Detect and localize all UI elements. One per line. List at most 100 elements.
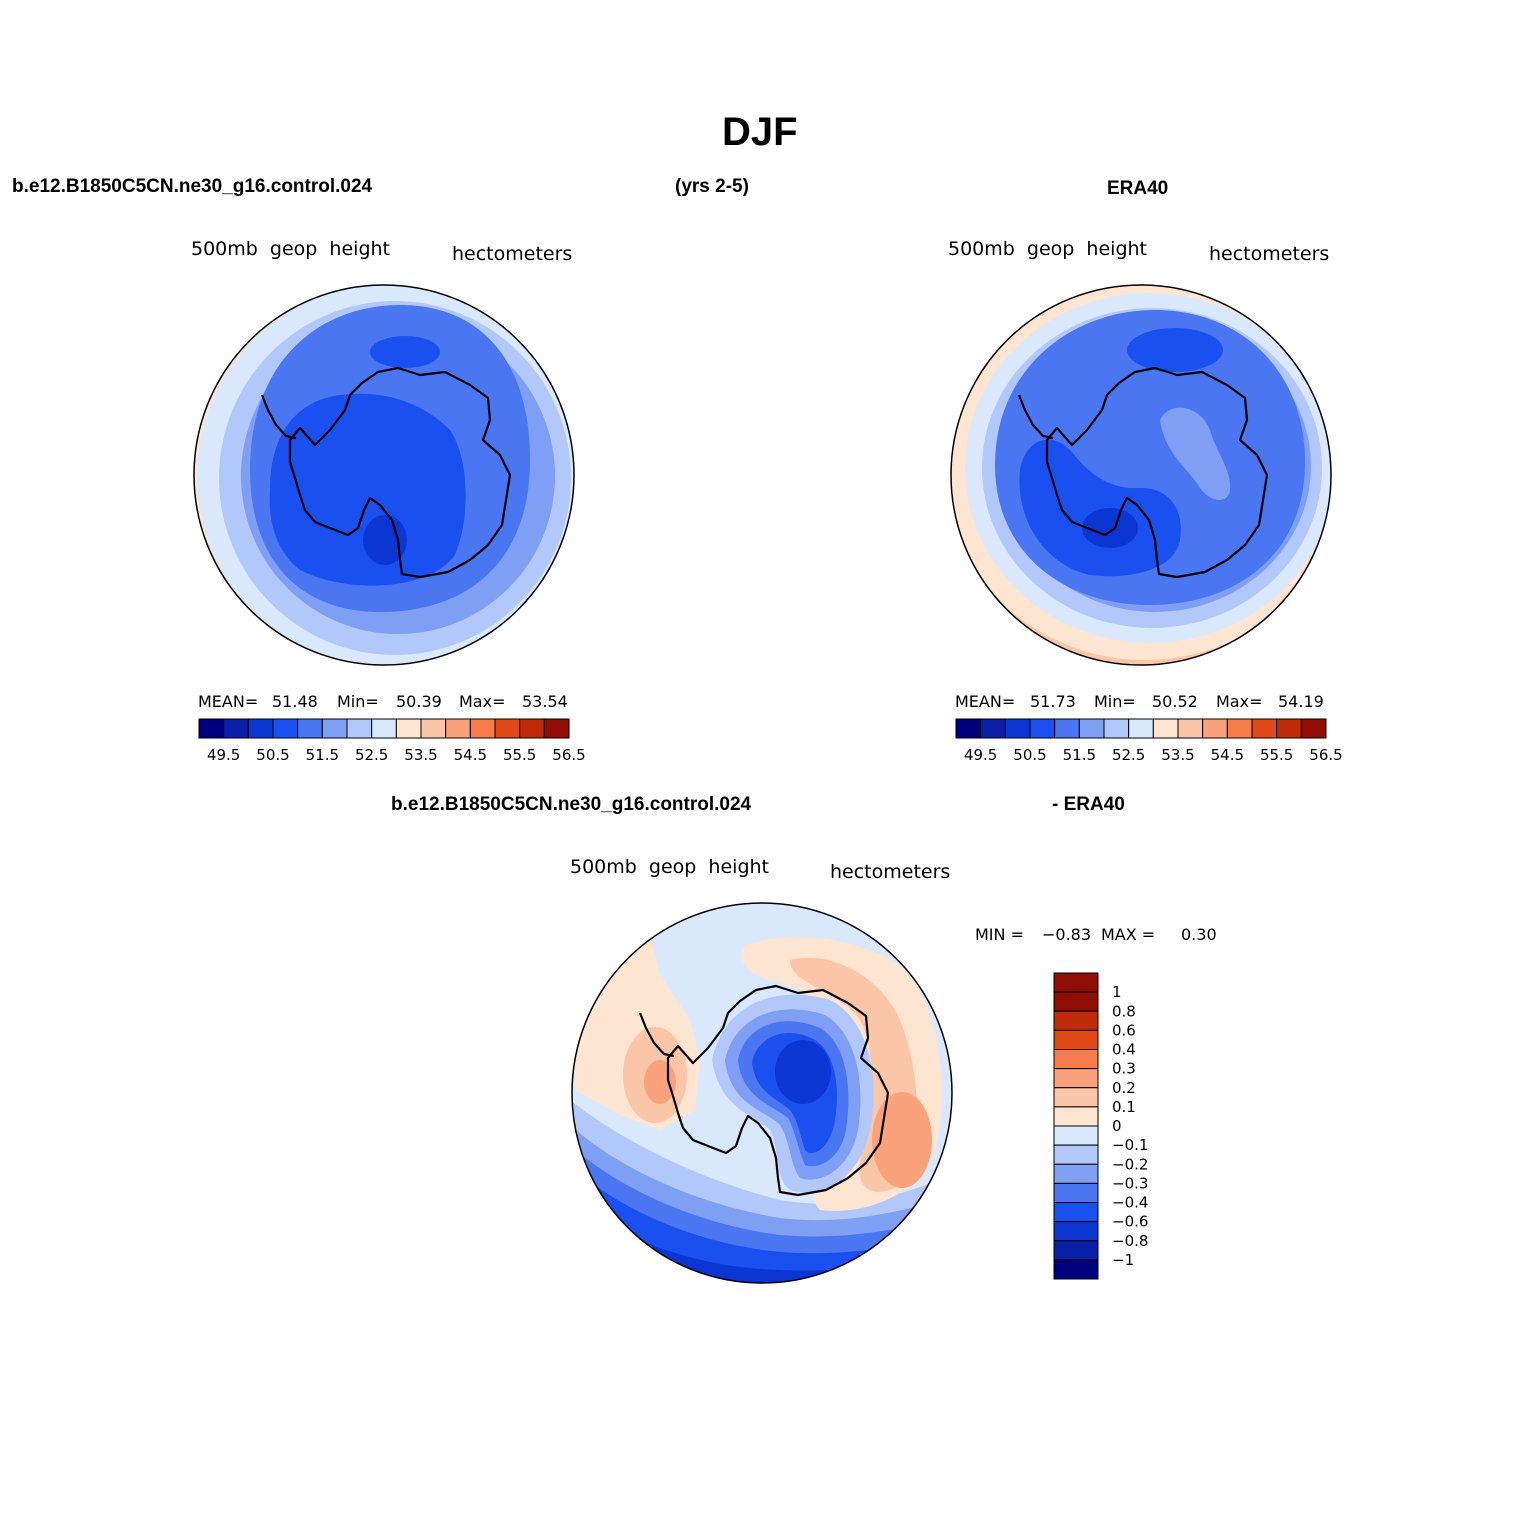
diff-map-border [571, 902, 953, 1284]
diff-colorbar-box [1053, 1068, 1099, 1089]
diff-colorbar-tick-label: −0.2 [1112, 1155, 1148, 1173]
obs-map-border [950, 284, 1332, 666]
obs-colorbar-box [1276, 718, 1302, 739]
header-case-name: b.e12.B1850C5CN.ne30_g16.control.024 [12, 176, 373, 197]
obs-mean-label: MEAN= [955, 692, 1016, 711]
header-years: (yrs 2-5) [675, 176, 749, 197]
obs-mean-value: 51.73 [1030, 692, 1076, 711]
diff-title-left: b.e12.B1850C5CN.ne30_g16.control.024 [391, 794, 752, 815]
model-colorbar-box [297, 718, 323, 739]
obs-colorbar-tick-label: 55.5 [1260, 746, 1293, 764]
diff-colorbar-tick-label: −0.8 [1112, 1232, 1148, 1250]
obs-colorbar-tick-label: 54.5 [1211, 746, 1244, 764]
obs-colorbar-box [1300, 718, 1327, 739]
diff-max-value: 0.30 [1181, 925, 1217, 944]
model-colorbar-tick-label: 49.5 [207, 746, 240, 764]
model-colorbar-box [272, 718, 299, 739]
obs-antarctica-coastline [1045, 366, 1269, 579]
model-panel-units: hectometers [452, 243, 573, 265]
model-colorbar-box [223, 718, 249, 739]
diff-colorbar-box [1053, 1010, 1099, 1031]
model-panel-field-name: 500mb geop height [191, 238, 390, 260]
diff-title-right: - ERA40 [1052, 794, 1125, 815]
diff-contour-band-minus-0-8-center [775, 1040, 831, 1104]
diff-colorbar-tick-label: 0.3 [1112, 1060, 1136, 1078]
diff-colorbar-tick-label: 0.8 [1112, 1002, 1136, 1020]
diff-colorbar-box [1053, 991, 1099, 1012]
diff-colorbar-box [1053, 1182, 1099, 1203]
obs-contour-band-51 [1019, 439, 1181, 577]
diff-colorbar-tick-label: −0.4 [1112, 1194, 1148, 1212]
diff-colorbar-box [1053, 1049, 1099, 1070]
diff-antarctica-coastline [666, 984, 890, 1197]
obs-min-label: Min= [1094, 692, 1136, 711]
diff-colorbar: 10.80.6 0.40.30.20.10−0.1−0.2−0.3 −0.4−0.6… [1053, 972, 1148, 1280]
obs-colorbar-tick-label: 50.5 [1013, 746, 1046, 764]
model-colorbar-box [321, 718, 348, 739]
diff-min-label: MIN = [975, 925, 1024, 944]
obs-min-value: 50.52 [1152, 692, 1198, 711]
obs-colorbar-box [1078, 718, 1105, 739]
obs-contour-band-52-interior [1160, 407, 1231, 500]
obs-colorbar-box [1152, 718, 1179, 739]
diff-colorbar-tick-label: −1 [1112, 1251, 1134, 1269]
obs-contour-band-51-north [1127, 328, 1223, 372]
obs-colorbar-tick-label: 51.5 [1063, 746, 1096, 764]
diff-colorbar-box [1053, 972, 1099, 993]
diff-colorbar-tick-label: −0.1 [1112, 1136, 1148, 1154]
model-peninsula-coastline [260, 394, 297, 440]
model-colorbar-tick-label: 53.5 [404, 746, 437, 764]
diff-colorbar-box [1053, 1259, 1099, 1280]
diff-colorbar-box [1053, 1087, 1099, 1108]
header-obs-name: ERA40 [1107, 178, 1169, 199]
diff-colorbar-box [1053, 1202, 1099, 1223]
model-colorbar-tick-label: 50.5 [256, 746, 289, 764]
diff-peninsula-coastline [638, 1012, 675, 1058]
diff-contour-band-0-3-east [872, 1092, 932, 1188]
obs-max-label: Max= [1216, 692, 1263, 711]
obs-colorbar-box [1103, 718, 1130, 739]
diff-colorbar-box [1053, 1029, 1099, 1050]
model-colorbar-tick-label: 55.5 [503, 746, 536, 764]
model-map-border [193, 284, 575, 666]
diff-colorbar-box [1053, 1240, 1099, 1261]
diff-panel-units: hectometers [830, 861, 951, 883]
obs-contour-band-50-5 [1082, 508, 1138, 548]
model-mean-value: 51.48 [272, 692, 318, 711]
model-colorbar-tick-label: 56.5 [552, 746, 585, 764]
obs-colorbar: 49.5 50.5 51.5 52.5 53.5 54.5 55.5 56.5 [955, 718, 1343, 764]
obs-colorbar-tick-label: 56.5 [1309, 746, 1342, 764]
obs-colorbar-box [980, 718, 1006, 739]
model-colorbar: 49.5 50.5 51.5 52.5 53.5 54.5 55.5 56.5 [198, 718, 586, 764]
model-contour-band-50-5 [363, 515, 407, 565]
diff-colorbar-tick-label: 1 [1112, 983, 1122, 1001]
model-colorbar-box [445, 718, 471, 739]
diff-panel-field-name: 500mb geop height [570, 856, 769, 878]
diff-colorbar-tick-label: 0.2 [1112, 1079, 1136, 1097]
obs-colorbar-box [1202, 718, 1228, 739]
model-colorbar-box [494, 718, 521, 739]
obs-panel-units: hectometers [1209, 243, 1330, 265]
diff-colorbar-box [1053, 1106, 1099, 1127]
diff-colorbar-box [1053, 1125, 1099, 1146]
diff-colorbar-box [1053, 1144, 1099, 1165]
diff-colorbar-tick-label: 0.1 [1112, 1098, 1136, 1116]
model-colorbar-box [519, 718, 545, 739]
obs-panel-field-name: 500mb geop height [948, 238, 1147, 260]
obs-colorbar-tick-label: 52.5 [1112, 746, 1145, 764]
obs-map [951, 285, 1331, 665]
diff-min-value: −0.83 [1042, 925, 1092, 944]
obs-colorbar-box [1251, 718, 1278, 739]
model-map [194, 285, 574, 665]
model-colorbar-box [395, 718, 422, 739]
model-colorbar-box [247, 718, 274, 739]
diff-colorbar-tick-label: 0.6 [1112, 1021, 1136, 1039]
model-colorbar-tick-label: 51.5 [306, 746, 339, 764]
model-mean-label: MEAN= [198, 692, 259, 711]
obs-colorbar-box [1177, 718, 1204, 739]
obs-colorbar-box [955, 718, 982, 739]
diff-contour-band-0-3-west [644, 1060, 676, 1104]
obs-colorbar-box [1054, 718, 1080, 739]
model-colorbar-box [543, 718, 570, 739]
model-contour-band-51-north [370, 336, 440, 368]
